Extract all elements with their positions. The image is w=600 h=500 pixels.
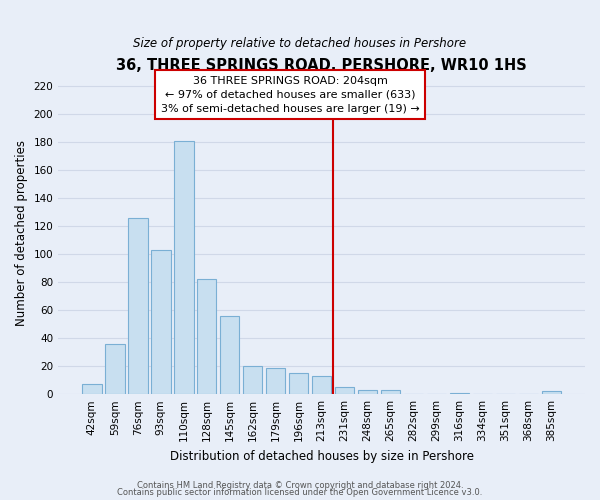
Bar — [128, 218, 148, 394]
Bar — [542, 392, 561, 394]
Text: Contains public sector information licensed under the Open Government Licence v3: Contains public sector information licen… — [118, 488, 482, 497]
Bar — [197, 280, 217, 394]
Bar — [105, 344, 125, 394]
Text: Size of property relative to detached houses in Pershore: Size of property relative to detached ho… — [133, 38, 467, 51]
Text: 36 THREE SPRINGS ROAD: 204sqm
← 97% of detached houses are smaller (633)
3% of s: 36 THREE SPRINGS ROAD: 204sqm ← 97% of d… — [161, 76, 419, 114]
Bar — [151, 250, 170, 394]
Text: Contains HM Land Registry data © Crown copyright and database right 2024.: Contains HM Land Registry data © Crown c… — [137, 480, 463, 490]
Bar — [82, 384, 101, 394]
Bar — [243, 366, 262, 394]
Title: 36, THREE SPRINGS ROAD, PERSHORE, WR10 1HS: 36, THREE SPRINGS ROAD, PERSHORE, WR10 1… — [116, 58, 527, 72]
Bar — [335, 387, 355, 394]
Y-axis label: Number of detached properties: Number of detached properties — [15, 140, 28, 326]
Bar — [358, 390, 377, 394]
Bar — [289, 373, 308, 394]
Bar — [174, 141, 194, 394]
Bar — [220, 316, 239, 394]
Bar — [381, 390, 400, 394]
Bar — [449, 393, 469, 394]
X-axis label: Distribution of detached houses by size in Pershore: Distribution of detached houses by size … — [170, 450, 473, 462]
Bar — [266, 368, 286, 394]
Bar — [312, 376, 331, 394]
